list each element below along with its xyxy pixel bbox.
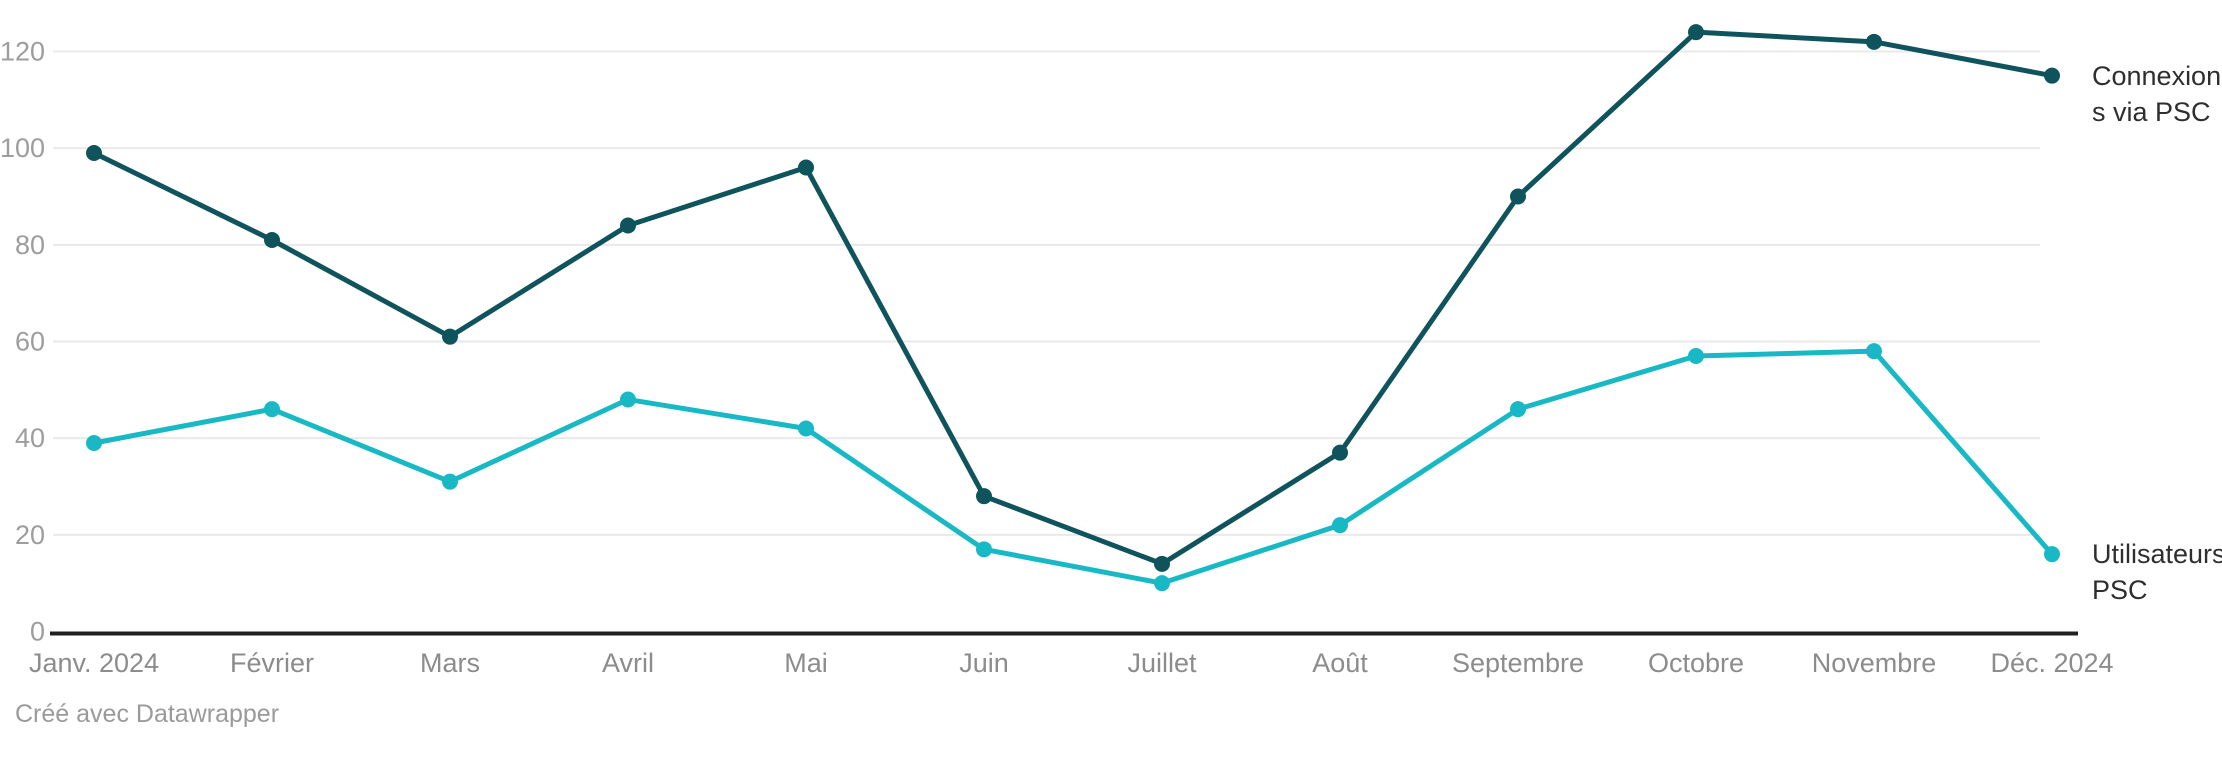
series-points-connexions [86, 24, 2060, 572]
data-point[interactable] [1866, 33, 1882, 50]
x-axis-labels: Janv. 2024 Février Mars Avril Mai Juin Juillet… [29, 648, 2114, 678]
data-point[interactable] [798, 159, 814, 176]
data-point[interactable] [1866, 343, 1882, 360]
x-axis-label: Octobre [1648, 648, 1744, 678]
x-axis-label: Juillet [1127, 648, 1197, 678]
x-axis-label: Août [1312, 648, 1368, 678]
x-axis-label: Novembre [1812, 648, 1937, 678]
data-point[interactable] [86, 435, 102, 452]
data-point[interactable] [1688, 24, 1704, 41]
x-axis-label: Juin [959, 648, 1009, 678]
data-point[interactable] [1332, 517, 1348, 534]
data-point[interactable] [1688, 348, 1704, 365]
x-axis-label: Mars [420, 648, 480, 678]
data-point[interactable] [442, 328, 458, 345]
series-line-connexions [91, 29, 2055, 567]
series-points-utilisateurs [86, 343, 2060, 592]
y-tick-label: 80 [15, 230, 45, 260]
datawrapper-credit: Créé avec Datawrapper [15, 700, 280, 728]
y-tick-label: 40 [15, 423, 45, 453]
data-point[interactable] [442, 473, 458, 490]
data-point[interactable] [1154, 575, 1170, 592]
data-point[interactable] [264, 401, 280, 418]
x-axis-label: Déc. 2024 [1990, 648, 2113, 678]
y-tick-label: 100 [0, 133, 45, 163]
data-point[interactable] [1510, 401, 1526, 418]
data-point[interactable] [264, 232, 280, 249]
x-axis-label: Septembre [1452, 648, 1584, 678]
series-end-label-utilisateurs: Utilisateurs PSC [2092, 539, 2222, 605]
data-point[interactable] [620, 391, 636, 408]
series-line-utilisateurs [91, 348, 2055, 586]
data-point[interactable] [2044, 67, 2060, 84]
y-tick-label: 60 [15, 327, 45, 357]
data-point[interactable] [2044, 546, 2060, 563]
data-point[interactable] [620, 217, 636, 234]
y-tick-label: 20 [15, 520, 45, 550]
data-point[interactable] [976, 488, 992, 505]
data-point[interactable] [798, 420, 814, 437]
x-axis-label: Avril [602, 648, 654, 678]
x-axis-label: Mai [784, 648, 828, 678]
data-point[interactable] [86, 145, 102, 162]
y-gridlines [53, 50, 2040, 536]
x-axis-label: Janv. 2024 [29, 648, 159, 678]
data-point[interactable] [1510, 188, 1526, 205]
series-end-label-connexions: Connexions via PSC [2092, 61, 2222, 127]
data-point[interactable] [976, 541, 992, 558]
y-tick-label: 0 [30, 617, 45, 647]
y-axis-labels: 0 20 40 60 80 100 120 [0, 37, 45, 647]
x-axis-label: Février [230, 648, 314, 678]
data-point[interactable] [1332, 444, 1348, 461]
y-tick-label: 120 [0, 37, 45, 67]
data-point[interactable] [1154, 555, 1170, 572]
